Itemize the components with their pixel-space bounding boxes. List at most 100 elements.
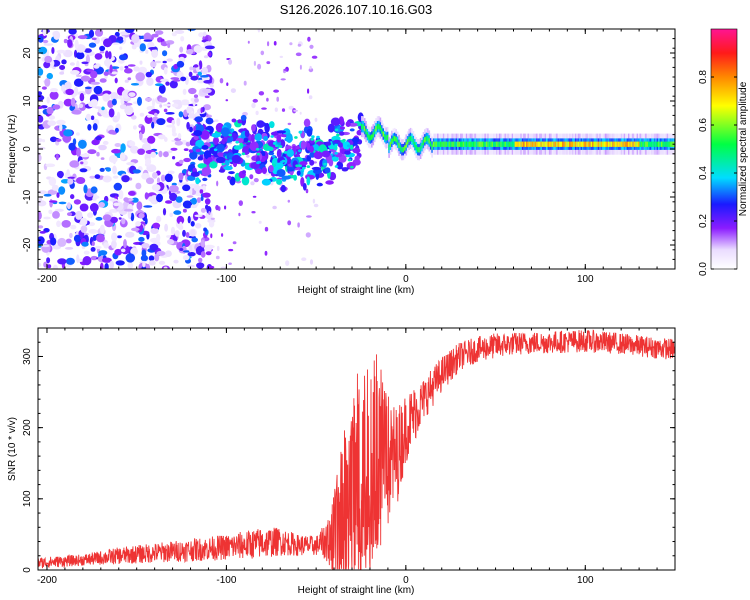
heatmap-cell <box>145 49 149 54</box>
heatmap-cell <box>167 42 171 49</box>
heatmap-cell <box>470 141 472 147</box>
heatmap-cell <box>114 127 119 133</box>
heatmap-cell <box>125 253 136 263</box>
heatmap-cell <box>163 67 168 75</box>
heatmap-cell <box>102 93 110 102</box>
heatmap-cell <box>148 47 158 50</box>
heatmap-cell <box>256 152 261 156</box>
colorbar-tick-label: 0.4 <box>698 166 709 180</box>
heatmap-cell <box>121 217 126 225</box>
heatmap-cell <box>156 215 162 223</box>
heatmap-cell <box>495 141 498 147</box>
heatmap-cell <box>215 204 220 211</box>
heatmap-cell <box>607 141 610 147</box>
heatmap-cell <box>442 141 445 147</box>
heatmap-cell <box>249 174 254 180</box>
heatmap-cell <box>79 93 85 102</box>
heatmap-cell <box>55 153 59 161</box>
heatmap-cell <box>120 143 126 153</box>
heatmap-cell <box>38 200 47 207</box>
heatmap-cell <box>163 108 168 113</box>
heatmap-cell <box>307 88 310 94</box>
heatmap-cell <box>138 212 145 219</box>
heatmap-cell <box>307 36 311 42</box>
heatmap-cell <box>204 45 215 50</box>
heatmap-cell <box>573 141 575 147</box>
heatmap-cell <box>121 175 130 183</box>
heatmap-cell <box>625 141 627 147</box>
heatmap-cell <box>156 193 163 203</box>
heatmap-cell <box>302 166 306 170</box>
heatmap-cell <box>238 200 243 207</box>
heatmap-cell <box>385 135 387 141</box>
heatmap-cell <box>67 39 73 48</box>
heatmap-cell <box>90 115 95 121</box>
heatmap-cell <box>44 55 53 64</box>
heatmap-cell <box>69 232 73 239</box>
heatmap-cell <box>323 162 327 166</box>
heatmap-cell <box>498 141 501 147</box>
heatmap-cell <box>133 125 137 130</box>
heatmap-cell <box>508 141 511 147</box>
heatmap-cell <box>289 42 293 46</box>
heatmap-cell <box>96 151 100 157</box>
heatmap-cell <box>135 182 142 190</box>
heatmap-cell <box>81 241 89 247</box>
heatmap-cell <box>38 106 43 110</box>
heatmap-cell <box>51 47 55 54</box>
heatmap-cell <box>237 119 242 124</box>
heatmap-cell <box>252 98 258 103</box>
heatmap-cell <box>619 141 621 147</box>
heatmap-cell <box>203 80 213 84</box>
heatmap-cell <box>491 141 494 147</box>
heatmap-cell <box>56 170 64 178</box>
heatmap-cell <box>221 233 224 237</box>
heatmap-cell <box>643 141 646 147</box>
heatmap-cell <box>270 135 275 138</box>
heatmap-cell <box>221 138 226 145</box>
heatmap-cell <box>227 175 232 181</box>
heatmap-cell <box>190 75 199 81</box>
heatmap-cell <box>169 212 173 217</box>
heatmap-cell <box>179 221 183 229</box>
heatmap-cell <box>438 141 441 147</box>
heatmap-cell <box>336 161 344 170</box>
heatmap-cell <box>306 128 313 137</box>
heatmap-cell <box>199 189 204 194</box>
heatmap-cell <box>321 150 331 158</box>
heatmap-cell <box>99 51 105 54</box>
heatmap-cell <box>162 50 168 57</box>
heatmap-cell <box>93 85 103 95</box>
y-tick-label: 10 <box>22 95 33 107</box>
heatmap-cell <box>69 105 76 112</box>
heatmap-cell <box>243 80 247 86</box>
heatmap-cell <box>196 197 201 204</box>
heatmap-cell <box>73 199 81 205</box>
heatmap-cell <box>280 78 286 81</box>
heatmap-cell <box>114 248 122 256</box>
heatmap-cell <box>164 223 169 232</box>
colorbar-tick-label: 0.6 <box>698 118 709 132</box>
heatmap-cell <box>180 76 187 82</box>
heatmap-cell <box>182 200 193 209</box>
heatmap-cell <box>75 210 83 220</box>
heatmap-cell <box>158 150 163 158</box>
heatmap-cell <box>217 152 224 157</box>
heatmap-cell <box>587 141 590 147</box>
heatmap-cell <box>267 41 270 47</box>
heatmap-cell <box>276 169 286 177</box>
y-tick-label: 200 <box>22 419 33 436</box>
heatmap-cell <box>111 71 118 75</box>
heatmap-cell <box>94 53 103 60</box>
heatmap-cell <box>188 149 194 153</box>
heatmap-cell <box>148 255 155 261</box>
heatmap-cell <box>231 154 241 164</box>
heatmap-cell <box>110 209 116 213</box>
heatmap-cell <box>386 134 389 141</box>
heatmap-cell <box>276 134 282 143</box>
heatmap-cell <box>166 235 171 238</box>
heatmap-cell <box>108 108 115 118</box>
heatmap-cell <box>162 208 167 216</box>
heatmap-cell <box>137 148 146 155</box>
